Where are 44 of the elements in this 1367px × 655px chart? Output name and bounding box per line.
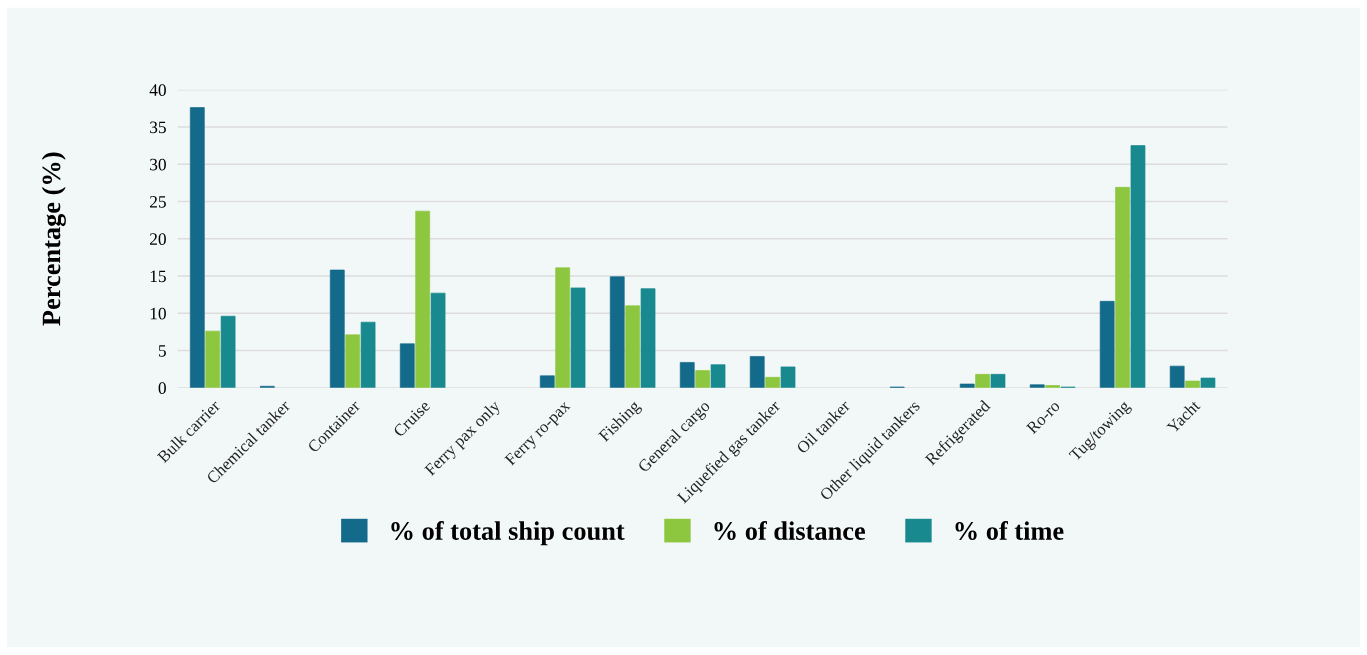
bar xyxy=(749,356,765,388)
bar xyxy=(360,321,376,388)
bar xyxy=(625,305,640,388)
bar xyxy=(1200,377,1216,388)
bar xyxy=(710,364,726,388)
y-tick-label: 30 xyxy=(150,158,166,171)
bar xyxy=(975,374,990,388)
bar xyxy=(555,267,571,388)
legend-label: % of distance xyxy=(714,521,865,540)
bar xyxy=(329,269,345,388)
bar xyxy=(220,315,236,388)
bar xyxy=(539,375,555,388)
bar xyxy=(1115,186,1130,388)
bar xyxy=(430,292,446,388)
bar xyxy=(959,383,975,388)
bar xyxy=(1185,380,1200,388)
bar xyxy=(695,370,710,388)
bar xyxy=(640,288,656,388)
bar xyxy=(1099,300,1115,388)
bar xyxy=(990,374,1006,388)
bar xyxy=(570,287,586,388)
bar xyxy=(609,276,625,388)
legend-label: % of total ship count xyxy=(391,521,625,546)
y-tick-label: 0 xyxy=(158,382,166,394)
bar xyxy=(345,334,361,388)
y-tick-label: 20 xyxy=(150,233,166,245)
y-tick-label: 5 xyxy=(158,345,166,357)
bar xyxy=(1169,365,1185,388)
bar xyxy=(205,330,221,388)
bar xyxy=(679,362,695,388)
bar xyxy=(189,107,205,388)
y-tick-label: 15 xyxy=(150,270,166,283)
y-tick-label: 40 xyxy=(149,84,166,96)
y-axis-title: Percentage (%) xyxy=(41,152,66,326)
bar xyxy=(1029,384,1045,388)
bar xyxy=(399,343,415,388)
bar xyxy=(780,366,796,388)
legend-label: % of time xyxy=(955,521,1064,540)
bar xyxy=(415,210,431,388)
y-tick-label: 10 xyxy=(150,307,166,320)
y-tick-label: 25 xyxy=(150,196,166,208)
bar xyxy=(1130,145,1146,388)
y-tick-label: 35 xyxy=(150,121,166,134)
bar xyxy=(765,376,780,388)
